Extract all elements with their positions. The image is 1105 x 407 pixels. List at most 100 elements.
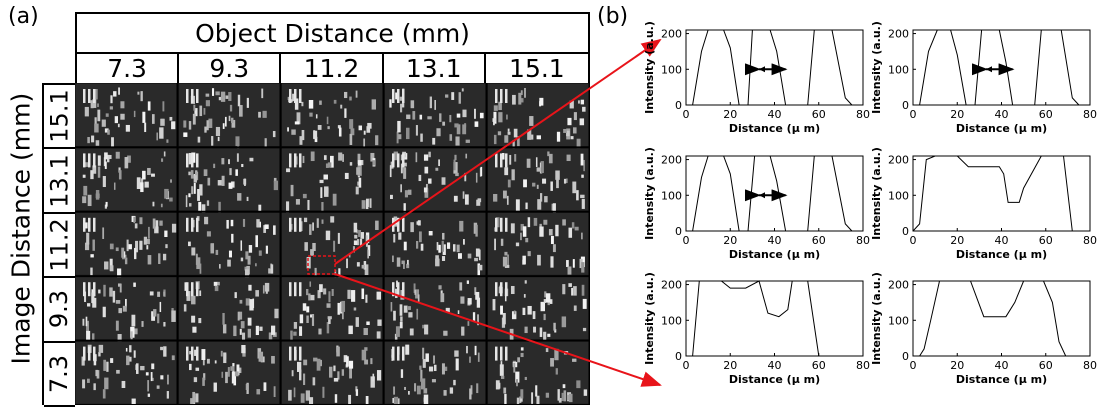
image-distance-value: 13.1 <box>44 149 75 214</box>
y-axis-label: Intensity (a.u.) <box>643 147 656 240</box>
profile-line <box>686 29 853 106</box>
object-distance-values-row: 7.3 9.3 11.2 13.1 15.1 <box>75 52 590 85</box>
y-tick-label: 0 <box>675 99 682 112</box>
x-tick-label: 80 <box>856 359 870 372</box>
y-axis-label: Intensity (a.u.) <box>870 147 883 240</box>
x-tick-label: 40 <box>995 108 1009 121</box>
y-axis-label: Intensity (a.u.) <box>870 21 883 114</box>
object-distance-value: 15.1 <box>509 54 565 83</box>
reconstruction-tile <box>282 341 383 405</box>
reconstruction-tile <box>76 84 177 147</box>
reconstruction-tile <box>282 148 383 213</box>
x-tick-label: 0 <box>910 108 917 121</box>
y-tick-label: 100 <box>888 189 909 202</box>
y-tick-label: 200 <box>888 28 909 41</box>
y-tick-label: 200 <box>661 28 682 41</box>
panel-label-b: (b) <box>597 4 629 29</box>
x-tick-label: 40 <box>995 234 1009 247</box>
y-tick-label: 0 <box>675 350 682 363</box>
x-tick-label: 80 <box>1083 359 1097 372</box>
y-tick-label: 0 <box>675 225 682 238</box>
x-tick-label: 20 <box>723 234 737 247</box>
reconstruction-tile <box>179 84 280 149</box>
y-axis-label: Intensity (a.u.) <box>643 272 656 365</box>
reconstruction-tile <box>385 148 486 216</box>
plot-frame <box>912 280 1091 357</box>
x-tick-label: 60 <box>812 234 826 247</box>
y-tick-label: 0 <box>902 99 909 112</box>
x-tick-label: 60 <box>1039 234 1053 247</box>
x-axis-label: Distance (μ m) <box>729 373 820 386</box>
plot-frame <box>685 29 864 106</box>
reconstruction-tile <box>488 341 589 405</box>
x-tick-label: 40 <box>768 108 782 121</box>
intensity-profile-chart: 0 20 40 60 80 0 100 200 Distance (μ m) Intensity … <box>870 147 1097 261</box>
x-tick-label: 20 <box>950 108 964 121</box>
y-tick-label: 200 <box>888 279 909 292</box>
x-axis-label: Distance (μ m) <box>956 122 1047 135</box>
y-tick-label: 0 <box>902 225 909 238</box>
y-tick-label: 200 <box>661 279 682 292</box>
reconstruction-tile <box>76 341 177 405</box>
plot-frame <box>685 280 864 357</box>
y-tick-label: 100 <box>661 314 682 327</box>
image-distance-value: 9.3 <box>44 278 75 343</box>
y-axis-label: Intensity (a.u.) <box>870 272 883 365</box>
x-tick-label: 20 <box>723 359 737 372</box>
arrow-head-left <box>759 192 766 199</box>
y-tick-label: 100 <box>661 189 682 202</box>
region-of-interest-box <box>307 255 336 275</box>
x-tick-label: 0 <box>683 359 690 372</box>
reconstruction-tile <box>179 277 280 341</box>
callout-arrow-bottom <box>334 273 662 387</box>
intensity-profile-chart: 0 20 40 60 80 0 100 200 Distance (μ m) Intensity … <box>870 21 1097 135</box>
reconstruction-tile <box>76 277 177 344</box>
x-tick-label: 0 <box>683 108 690 121</box>
x-tick-label: 80 <box>856 234 870 247</box>
intensity-profile-chart: 0 20 40 60 80 0 100 200 Distance (μ m) Intensity … <box>870 272 1097 386</box>
y-tick-label: 100 <box>888 63 909 76</box>
reconstruction-tile <box>488 212 589 275</box>
reconstruction-tile <box>385 212 486 276</box>
x-tick-label: 60 <box>812 359 826 372</box>
x-tick-label: 80 <box>1083 108 1097 121</box>
intensity-profile-chart: 0 20 40 60 80 0 100 200 Distance (μ m) Intensity … <box>643 272 870 386</box>
x-tick-label: 0 <box>910 234 917 247</box>
plot-frame <box>685 155 864 232</box>
intensity-profile-chart: 0 20 40 60 80 0 100 200 Distance (μ m) Intensity … <box>643 147 870 261</box>
object-distance-value: 9.3 <box>179 54 282 83</box>
reconstruction-tile <box>488 84 589 150</box>
reconstruction-tile <box>385 341 486 405</box>
x-tick-label: 40 <box>995 359 1009 372</box>
reconstruction-tile <box>282 212 383 279</box>
reconstruction-tile <box>179 148 280 215</box>
x-axis-label: Distance (μ m) <box>956 248 1047 261</box>
x-axis-label: Distance (μ m) <box>729 248 820 261</box>
object-distance-title: Object Distance (mm) <box>195 18 470 48</box>
y-axis-label: Intensity (a.u.) <box>643 21 656 114</box>
x-tick-label: 20 <box>950 359 964 372</box>
y-tick-label: 0 <box>902 350 909 363</box>
x-tick-label: 40 <box>768 359 782 372</box>
arrow-head-left <box>759 66 766 73</box>
callout-arrow-top <box>334 38 662 265</box>
x-tick-label: 60 <box>1039 359 1053 372</box>
x-axis-label: Distance (μ m) <box>729 122 820 135</box>
reconstruction-tile <box>488 277 589 341</box>
reconstruction-mosaic <box>75 83 590 405</box>
x-tick-label: 60 <box>1039 108 1053 121</box>
profile-line <box>686 280 826 357</box>
reconstruction-tile <box>76 212 177 279</box>
x-tick-label: 0 <box>683 234 690 247</box>
panel-label-a: (a) <box>8 4 39 29</box>
x-tick-label: 20 <box>723 108 737 121</box>
object-distance-value: 11.2 <box>281 54 384 83</box>
x-axis-label: Distance (μ m) <box>956 373 1047 386</box>
profile-line <box>686 155 853 232</box>
profile-line <box>913 280 1067 357</box>
x-tick-label: 80 <box>856 108 870 121</box>
reconstruction-tile <box>385 277 486 346</box>
profile-line <box>912 155 1079 232</box>
reconstruction-tile <box>282 277 383 342</box>
